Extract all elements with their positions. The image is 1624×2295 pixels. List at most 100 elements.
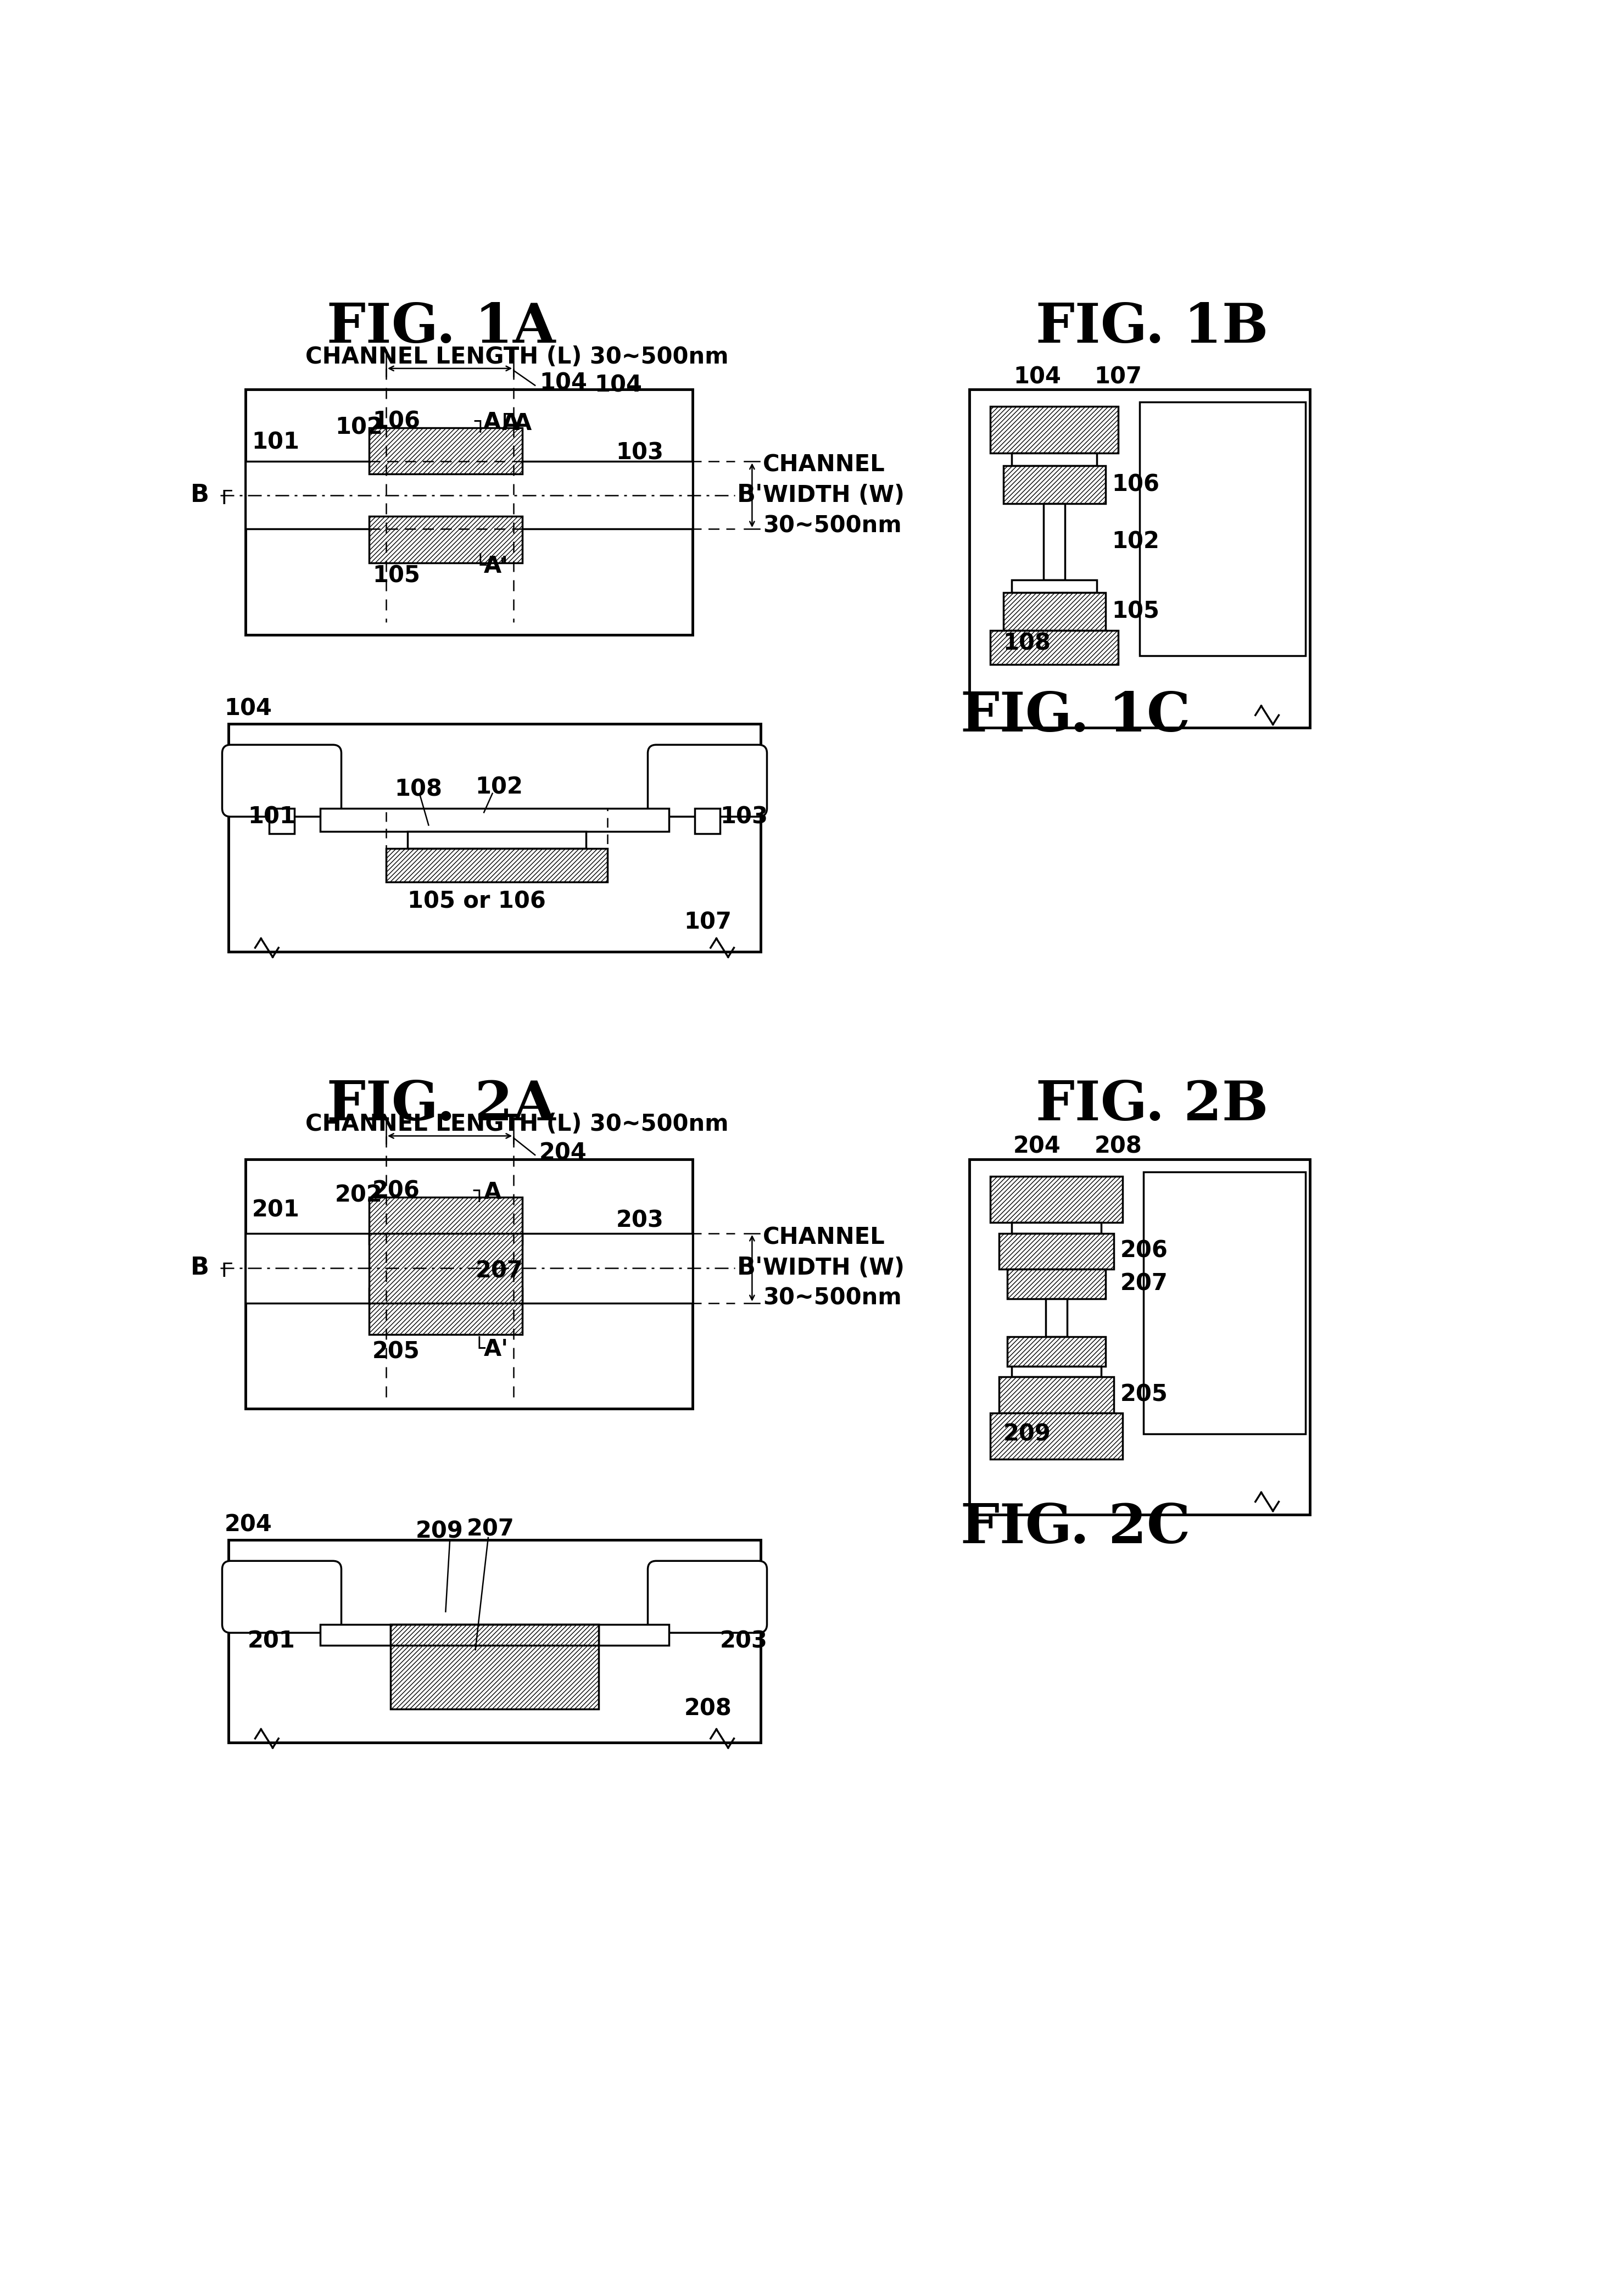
Text: 104: 104: [1013, 365, 1060, 388]
FancyBboxPatch shape: [222, 746, 341, 817]
Bar: [245, 461, 692, 530]
Text: CHANNEL
WIDTH (W)
30~500nm: CHANNEL WIDTH (W) 30~500nm: [763, 1226, 905, 1310]
Text: 105: 105: [372, 565, 421, 588]
Text: 206: 206: [1121, 1239, 1168, 1262]
Bar: [1012, 452, 1096, 466]
Text: 203: 203: [719, 1629, 768, 1652]
Text: FIG. 1B: FIG. 1B: [1036, 301, 1268, 353]
Text: 207: 207: [1121, 1271, 1168, 1294]
Text: 105: 105: [1112, 599, 1160, 624]
Text: 201: 201: [248, 1629, 296, 1652]
Bar: [245, 1232, 692, 1304]
Text: A: A: [482, 411, 500, 434]
Text: FIG. 2C: FIG. 2C: [961, 1501, 1190, 1556]
Text: 101: 101: [248, 806, 296, 828]
Bar: [245, 1159, 692, 1409]
Text: 205: 205: [372, 1340, 421, 1363]
Bar: [970, 390, 1309, 728]
Text: A: A: [484, 1180, 502, 1203]
Bar: [991, 1414, 1122, 1460]
Text: 104: 104: [539, 372, 586, 395]
Bar: [1012, 1223, 1101, 1232]
Text: 105 or 106: 105 or 106: [408, 890, 546, 913]
Bar: [369, 1232, 523, 1304]
Text: 204: 204: [539, 1141, 586, 1164]
Text: B': B': [737, 1255, 763, 1281]
Text: 102: 102: [335, 415, 383, 438]
Bar: [390, 1625, 599, 1710]
Bar: [970, 1159, 1309, 1515]
Bar: [991, 1175, 1122, 1223]
Bar: [1004, 592, 1106, 631]
Text: 103: 103: [719, 806, 768, 828]
Text: 108: 108: [1004, 631, 1051, 654]
Text: ┐A: ┐A: [474, 413, 500, 431]
Bar: [369, 1198, 523, 1244]
Text: 101: 101: [252, 431, 300, 454]
Text: FIG. 2B: FIG. 2B: [1036, 1079, 1268, 1131]
Bar: [245, 390, 692, 636]
Bar: [270, 808, 294, 833]
Text: 104: 104: [594, 374, 643, 397]
Text: CHANNEL LENGTH (L) 30~500nm: CHANNEL LENGTH (L) 30~500nm: [305, 344, 728, 367]
Text: A: A: [502, 411, 520, 436]
Text: └: └: [473, 1340, 486, 1359]
Text: 205: 205: [1121, 1384, 1168, 1407]
FancyBboxPatch shape: [222, 1561, 341, 1632]
Text: 207: 207: [476, 1260, 523, 1283]
Bar: [695, 808, 719, 833]
Text: B': B': [737, 484, 763, 507]
FancyBboxPatch shape: [648, 746, 767, 817]
Text: B: B: [190, 484, 209, 507]
Bar: [1012, 1366, 1101, 1377]
Bar: [390, 1625, 599, 1646]
Text: Γ: Γ: [221, 489, 232, 507]
Text: FIG. 1A: FIG. 1A: [326, 301, 555, 353]
Bar: [1140, 402, 1306, 656]
Bar: [229, 1540, 760, 1742]
Text: 107: 107: [1095, 365, 1142, 388]
Bar: [320, 1625, 669, 1646]
Text: ┐: ┐: [473, 1182, 486, 1203]
FancyBboxPatch shape: [648, 1561, 767, 1632]
Bar: [369, 427, 523, 475]
Text: $\mathsf{\Gamma}$A: $\mathsf{\Gamma}$A: [500, 411, 533, 436]
Text: 209: 209: [416, 1519, 463, 1542]
Bar: [999, 1232, 1114, 1269]
Text: FIG. 1C: FIG. 1C: [961, 691, 1190, 744]
Bar: [1012, 581, 1096, 592]
Bar: [1007, 1336, 1106, 1366]
Text: 103: 103: [615, 441, 664, 464]
Text: 204: 204: [1013, 1136, 1060, 1159]
Bar: [991, 406, 1117, 452]
Text: CHANNEL LENGTH (L) 30~500nm: CHANNEL LENGTH (L) 30~500nm: [305, 1113, 728, 1136]
Bar: [1046, 1299, 1067, 1336]
Text: 203: 203: [615, 1209, 664, 1232]
Bar: [408, 831, 586, 849]
Text: B: B: [190, 1255, 209, 1281]
Text: 209: 209: [1004, 1423, 1051, 1446]
Text: 102: 102: [1112, 530, 1160, 553]
Bar: [369, 516, 523, 562]
Text: Γ: Γ: [221, 1262, 232, 1281]
Text: FIG. 2A: FIG. 2A: [326, 1079, 555, 1131]
Text: 107: 107: [684, 911, 732, 934]
Bar: [229, 723, 760, 952]
Bar: [387, 849, 607, 881]
Bar: [320, 808, 669, 831]
Bar: [999, 1377, 1114, 1414]
Text: 201: 201: [252, 1198, 300, 1221]
Bar: [991, 631, 1117, 666]
Text: 206: 206: [372, 1180, 421, 1203]
Text: 106: 106: [372, 411, 421, 434]
Text: 104: 104: [224, 698, 271, 721]
Bar: [369, 1287, 523, 1336]
Text: CHANNEL
WIDTH (W)
30~500nm: CHANNEL WIDTH (W) 30~500nm: [763, 454, 905, 537]
Bar: [1044, 503, 1065, 581]
Text: 108: 108: [395, 778, 442, 801]
Text: A': A': [484, 555, 508, 578]
Text: A': A': [484, 1338, 508, 1361]
Text: └A': └A': [474, 558, 505, 576]
Bar: [1004, 466, 1106, 503]
Text: 102: 102: [476, 776, 523, 799]
